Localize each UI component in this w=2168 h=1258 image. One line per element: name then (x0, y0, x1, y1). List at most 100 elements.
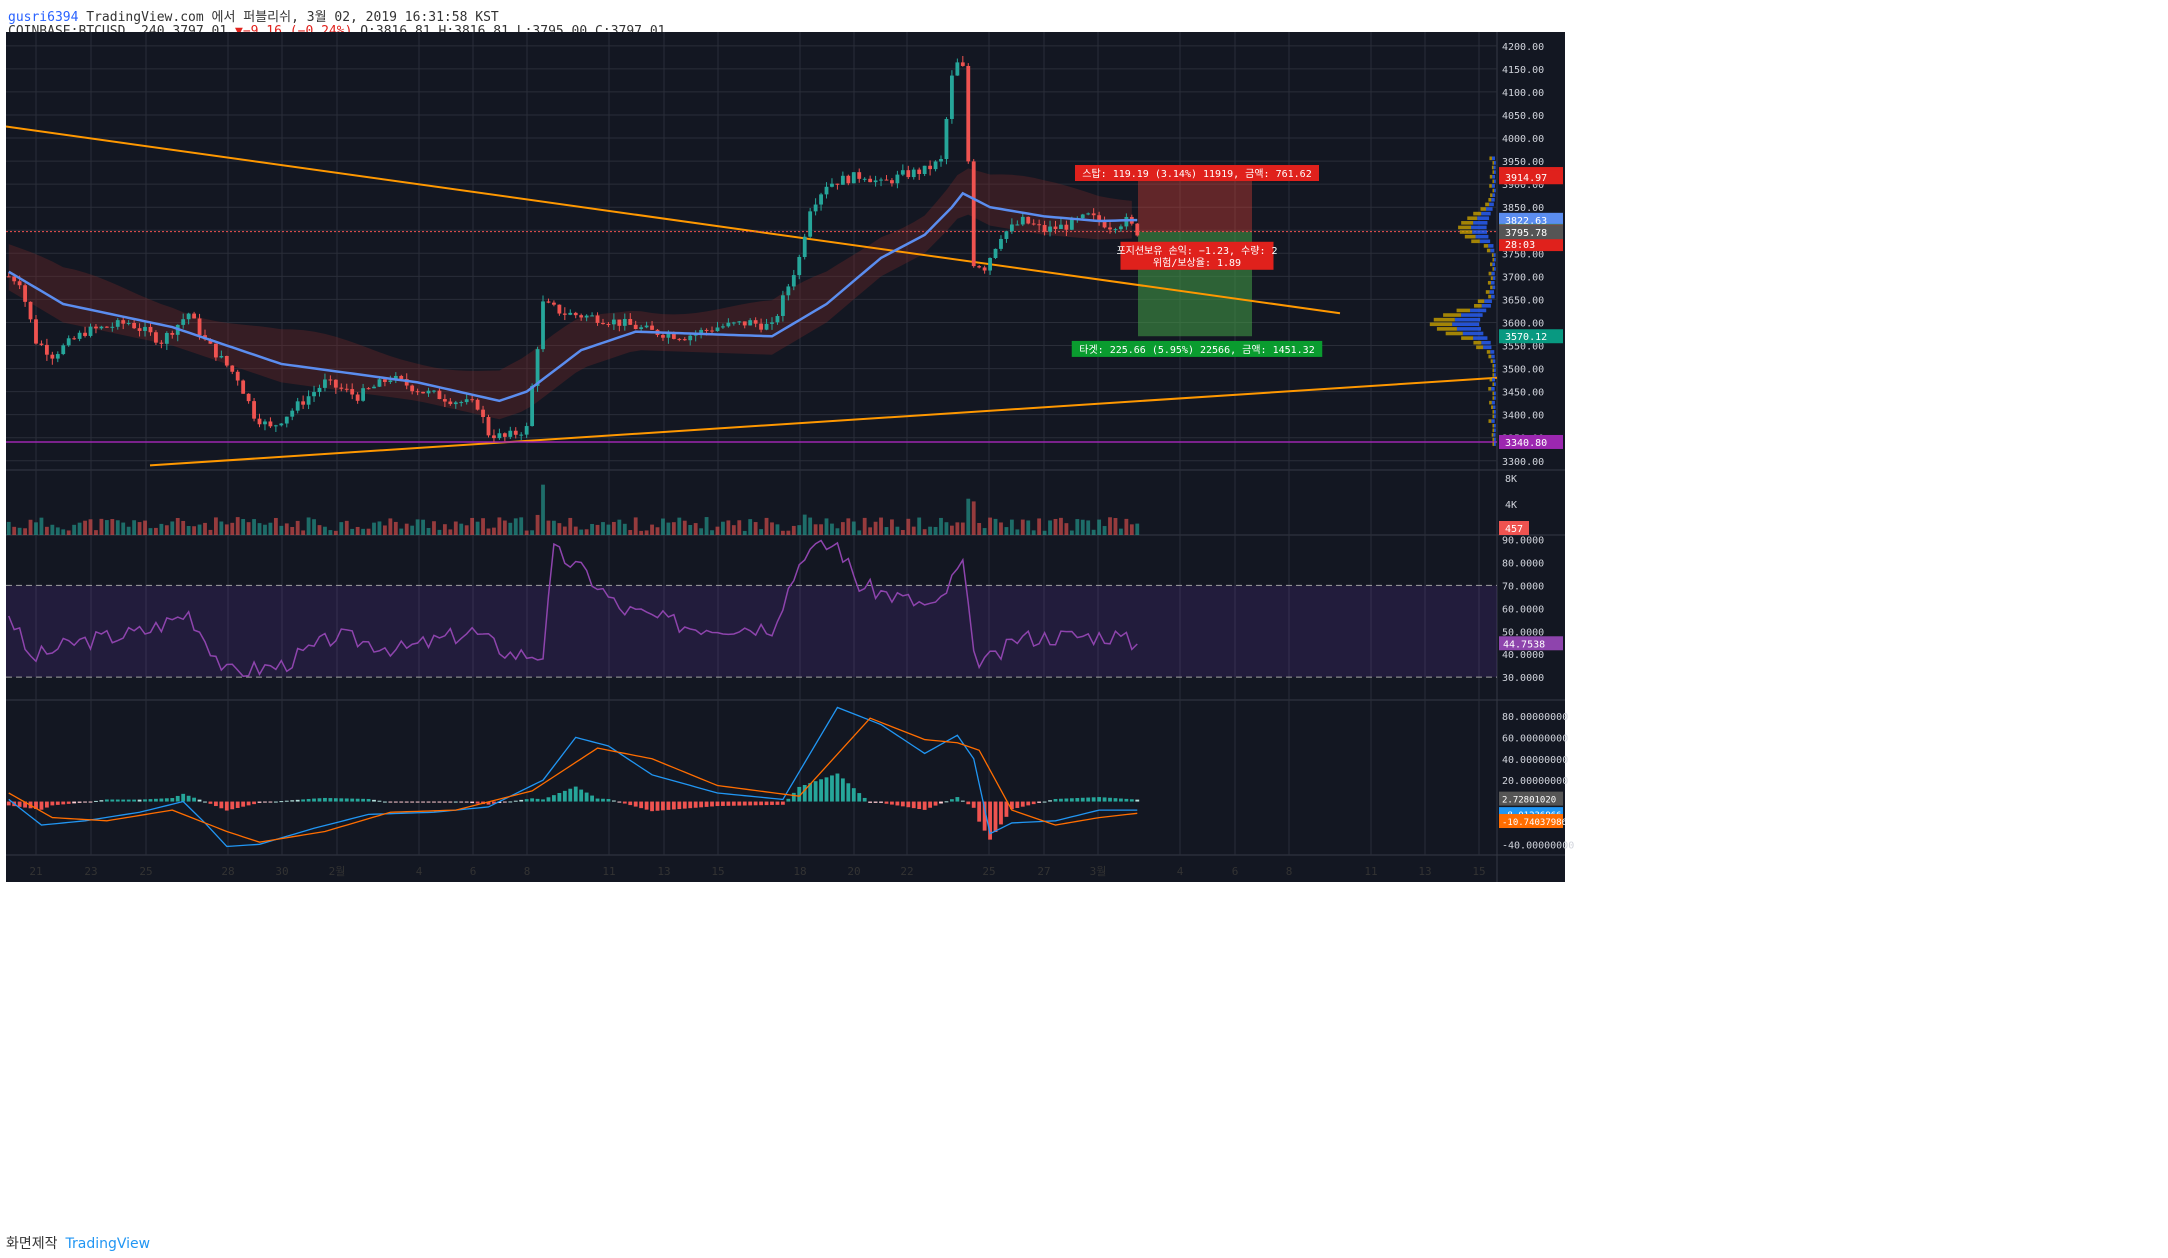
candle-body (437, 390, 442, 400)
macd-hist-bar (110, 799, 115, 802)
volume-profile-bar (1445, 331, 1463, 336)
candle-body (950, 75, 954, 119)
volume-bar (88, 519, 93, 535)
macd-hist-bar (17, 801, 22, 807)
candle-body (535, 349, 540, 386)
candle-body (731, 322, 736, 324)
candle-body (1097, 215, 1102, 222)
candle-body (481, 409, 485, 418)
macd-hist-bar (721, 801, 725, 806)
volume-bar (186, 526, 191, 535)
volume-profile-bar (1494, 161, 1496, 165)
macd-hist-bar (50, 801, 55, 806)
macd-hist-bar (1119, 798, 1123, 802)
volume-profile-bar (1472, 230, 1488, 234)
candle-body (584, 315, 589, 318)
macd-tick-label: 20.00000000 (1502, 776, 1568, 787)
volume-bar (677, 517, 682, 535)
macd-hist-bar (846, 783, 851, 802)
volume-bar (39, 517, 44, 535)
volume-bars (6, 484, 1140, 535)
volume-tick-label: 8K (1505, 474, 1517, 485)
candle-body (1009, 224, 1014, 232)
volume-bar (61, 529, 66, 535)
tradingview-logo[interactable]: TradingView (65, 1236, 151, 1252)
signal-line (8, 717, 1138, 843)
volume-bar (922, 529, 927, 535)
volume-bar (28, 519, 33, 535)
candle-body (1053, 226, 1058, 229)
macd-hist-bar (197, 799, 202, 802)
volume-profile-bar (1494, 267, 1496, 271)
candle-body (906, 170, 911, 178)
macd-hist-bar (955, 797, 960, 802)
volume-bar (617, 519, 622, 535)
entry-label: 위험/보상율: 1.89 (1153, 256, 1241, 269)
volume-profile-bar (1488, 354, 1492, 359)
volume-bar (213, 517, 218, 535)
volume-bar (448, 529, 453, 535)
volume-profile-bar (1494, 437, 1496, 442)
candle-body (759, 323, 763, 330)
candle-body (715, 327, 720, 332)
candle-body (508, 430, 513, 437)
macd-hist-bar (535, 798, 540, 802)
volume-profile-bar (1492, 170, 1494, 174)
candle-body (442, 399, 447, 402)
candle-body (628, 318, 633, 325)
volume-bar (383, 525, 387, 535)
macd-hist-bar (94, 800, 98, 802)
macd-hist-bar (786, 798, 791, 802)
volume-bar (453, 521, 458, 535)
volume-bar (203, 522, 207, 535)
candle-body (181, 319, 186, 325)
macd-hist-bar (442, 801, 447, 803)
volume-bar (513, 518, 518, 535)
price-tick-label: 3600.00 (1502, 318, 1544, 329)
macd-hist-bar (34, 801, 38, 810)
volume-bar (246, 522, 251, 535)
volume-bar (284, 523, 289, 535)
candle-body (377, 379, 382, 387)
macd-hist-bar (633, 801, 638, 807)
volume-bar (301, 530, 306, 535)
volume-profile-bar (1488, 271, 1492, 276)
price-tick-label: 3850.00 (1502, 203, 1544, 214)
macd-hist-bar (1102, 797, 1107, 802)
candle-body (813, 204, 818, 212)
volume-bar (715, 526, 720, 535)
macd-hist-bar (1037, 801, 1042, 803)
macd-hist-bar (448, 801, 453, 803)
volume-bar (879, 517, 883, 535)
volume-profile-bar (1492, 359, 1496, 363)
volume-profile-bar (1479, 239, 1491, 244)
macd-hist-bar (1124, 798, 1129, 802)
volume-profile-bar (1491, 271, 1495, 276)
volume-bar (1108, 517, 1112, 535)
candle-body (971, 161, 976, 267)
macd-hist-bar (508, 801, 513, 803)
candle-body (568, 312, 573, 315)
volume-profile-bar (1490, 285, 1493, 290)
volume-bar (633, 517, 638, 535)
volume-bar (399, 528, 404, 535)
volume-profile-bar (1488, 387, 1492, 391)
candle-body (290, 410, 295, 417)
username[interactable]: gusri6394 (8, 10, 79, 25)
rsi-last-label: 44.7538 (1503, 639, 1545, 650)
volume-bar (742, 530, 747, 535)
volume-profile-bar (1492, 396, 1494, 400)
candle-body (753, 320, 758, 324)
candle-body (721, 326, 725, 328)
volume-bar (306, 517, 311, 535)
macd-hist-bar (1129, 799, 1134, 802)
volume-profile-bar (1461, 221, 1474, 225)
candle-body (208, 339, 213, 344)
volume-bar (835, 528, 840, 535)
candle-body (1042, 225, 1047, 232)
rsi-tick-label: 60.0000 (1502, 604, 1544, 615)
volume-bar (960, 522, 965, 535)
price-tick-label: 4100.00 (1502, 88, 1544, 99)
macd-hist-bar (148, 799, 153, 802)
